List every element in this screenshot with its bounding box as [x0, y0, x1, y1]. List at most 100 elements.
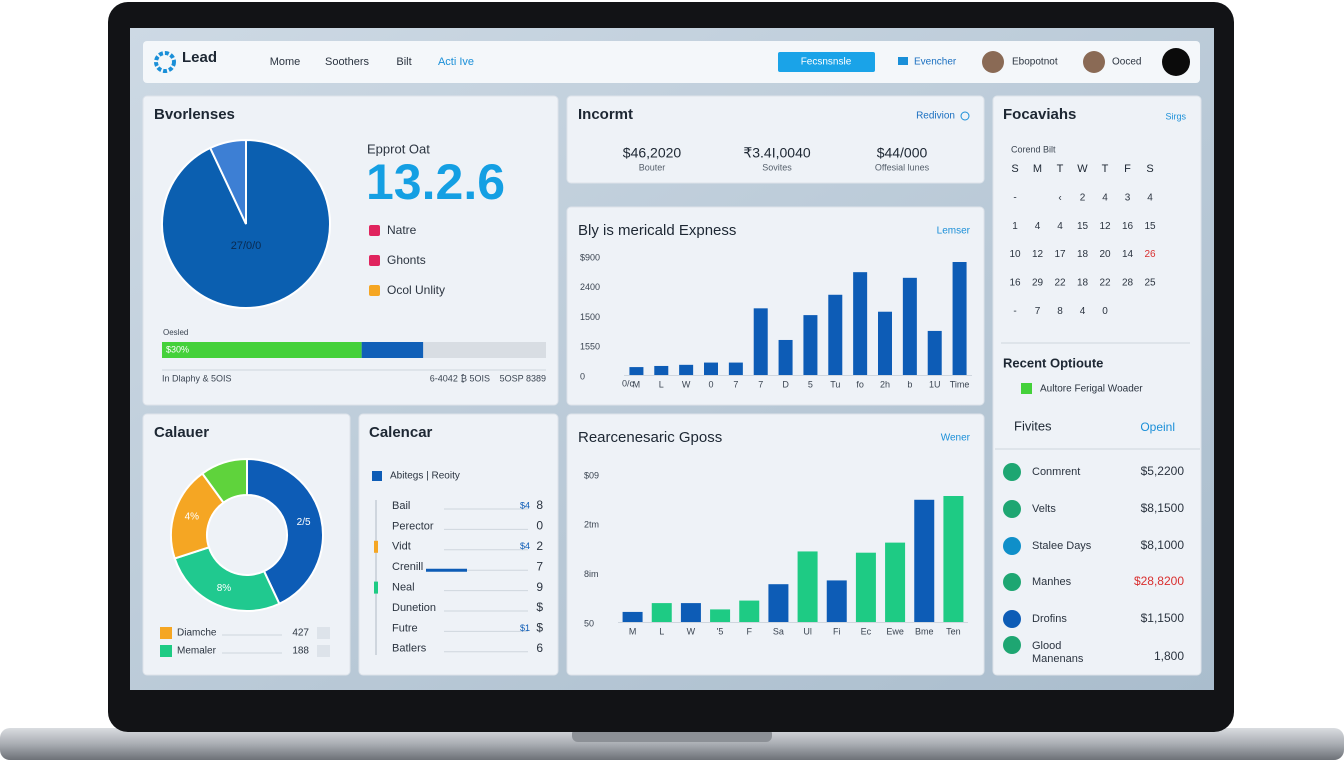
calendar-day[interactable]: 10 — [1009, 249, 1021, 260]
segment-label: 8% — [217, 583, 232, 594]
calendar-day[interactable]: 4 — [1057, 221, 1063, 232]
item-icon — [1003, 636, 1021, 654]
calendar-day[interactable]: 3 — [1125, 193, 1131, 204]
legend-swatch — [369, 225, 380, 236]
user-name[interactable]: Ooced — [1112, 57, 1141, 68]
item-name: Manhes — [1032, 576, 1072, 588]
bar — [728, 362, 743, 375]
calendar-day[interactable]: 4 — [1147, 193, 1153, 204]
nav-item[interactable]: Acti Ive — [438, 56, 474, 68]
panel-action[interactable]: Opeinl — [1140, 420, 1175, 434]
calendar-day[interactable]: 26 — [1144, 249, 1156, 260]
side-panel — [992, 95, 1202, 676]
list-name: Vidt — [392, 541, 411, 553]
bar — [680, 603, 701, 622]
item-name: Velts — [1032, 503, 1056, 515]
user-name[interactable]: Ebopotnot — [1012, 57, 1058, 68]
stat-value: $44/000 — [877, 145, 928, 161]
weekday: M — [1033, 163, 1042, 175]
pie-label: 27/0/0 — [231, 240, 262, 252]
calendar-day[interactable]: - — [1013, 306, 1016, 317]
legend-label: Memaler — [177, 646, 217, 657]
nav-item[interactable]: Bilt — [396, 56, 411, 68]
calendar-day[interactable]: 1 — [1012, 221, 1018, 232]
calendar-day[interactable]: ‹ — [1058, 193, 1061, 204]
list-value: 0 — [536, 519, 543, 533]
calendar-day[interactable]: 25 — [1144, 278, 1156, 289]
x-tick-label: Tu — [830, 379, 840, 389]
calendar-day[interactable]: 15 — [1144, 221, 1156, 232]
calendar-day[interactable]: 18 — [1077, 249, 1089, 260]
bar — [651, 603, 672, 622]
calendar-day[interactable]: 16 — [1122, 221, 1134, 232]
list-marker — [374, 581, 378, 594]
bar — [927, 330, 942, 375]
item-icon — [1003, 463, 1021, 481]
x-tick-label: 7 — [758, 379, 763, 389]
item-icon — [1003, 500, 1021, 518]
legend-swatch — [369, 285, 380, 296]
x-tick-label: Ewe — [886, 626, 904, 636]
donut-segment — [200, 457, 248, 505]
calendar-day[interactable]: 15 — [1077, 221, 1089, 232]
calendar-day[interactable]: 16 — [1009, 278, 1021, 289]
bar — [853, 272, 868, 375]
list-value: 7 — [536, 559, 543, 573]
nav-item[interactable]: Mome — [270, 56, 301, 68]
list-name: Bail — [392, 500, 410, 512]
nav-link[interactable]: Evencher — [914, 57, 957, 68]
calendar-day[interactable]: 7 — [1035, 306, 1041, 317]
button-label[interactable]: Fecsnsnsle — [801, 57, 852, 68]
calendar-day[interactable]: 14 — [1122, 249, 1134, 260]
y-axis-label: $900 — [580, 252, 600, 262]
calendar-day[interactable]: 4 — [1080, 306, 1086, 317]
footer-text: In Dlaphy & 5OIS — [162, 373, 232, 383]
chart-action[interactable]: Wener — [941, 433, 971, 444]
progress-segment — [361, 342, 424, 358]
calendar-day[interactable]: 28 — [1122, 278, 1134, 289]
panel-action[interactable]: Sirgs — [1165, 111, 1186, 121]
avatar — [982, 51, 1004, 73]
list-name: Dunetion — [392, 602, 436, 614]
panel-action[interactable]: Redivion — [916, 111, 955, 122]
link-icon — [898, 57, 908, 65]
nav-item[interactable]: Soothers — [325, 56, 370, 68]
calendar-day[interactable]: 17 — [1054, 249, 1066, 260]
calendar-day[interactable]: 20 — [1099, 249, 1111, 260]
calendar-day[interactable]: 12 — [1099, 221, 1111, 232]
legend-label: Ghonts — [387, 253, 426, 267]
item-value: $8,1000 — [1141, 538, 1185, 552]
bar — [739, 600, 760, 622]
calendar-day[interactable]: 4 — [1035, 221, 1041, 232]
primary-button[interactable] — [778, 52, 875, 72]
weekday: S — [1146, 163, 1153, 175]
calendar-day[interactable]: 0 — [1102, 306, 1108, 317]
calendar-day[interactable]: 18 — [1077, 278, 1089, 289]
list-name: Crenill — [392, 561, 423, 573]
x-tick-label: Bme — [915, 626, 934, 636]
action-icon — [960, 111, 970, 121]
bar — [768, 584, 789, 622]
x-tick-label: Ten — [946, 626, 961, 636]
calendar-day[interactable]: 4 — [1102, 193, 1108, 204]
calendar-day[interactable]: 2 — [1080, 193, 1086, 204]
stat-label: Sovites — [762, 162, 792, 172]
panel-title: Focaviahs — [1003, 106, 1076, 123]
calendar-day[interactable]: 22 — [1099, 278, 1111, 289]
progress-label: Oesled — [163, 328, 188, 337]
calendar-day[interactable]: 12 — [1032, 249, 1044, 260]
bar — [622, 611, 643, 622]
segment-label: 4% — [185, 512, 200, 523]
progress-value: $30% — [166, 344, 189, 354]
profile-button[interactable] — [1162, 48, 1190, 76]
calendar-day[interactable]: 22 — [1054, 278, 1066, 289]
chart-action[interactable]: Lemser — [937, 226, 971, 237]
bar — [902, 277, 917, 375]
y-axis-label: $09 — [584, 470, 599, 480]
calendar-day[interactable]: 29 — [1032, 278, 1044, 289]
calendar-day[interactable]: - — [1013, 193, 1016, 204]
x-tick-label: 0 — [708, 379, 713, 389]
list-value: 8 — [536, 498, 543, 512]
calendar-day[interactable]: 8 — [1057, 306, 1063, 317]
